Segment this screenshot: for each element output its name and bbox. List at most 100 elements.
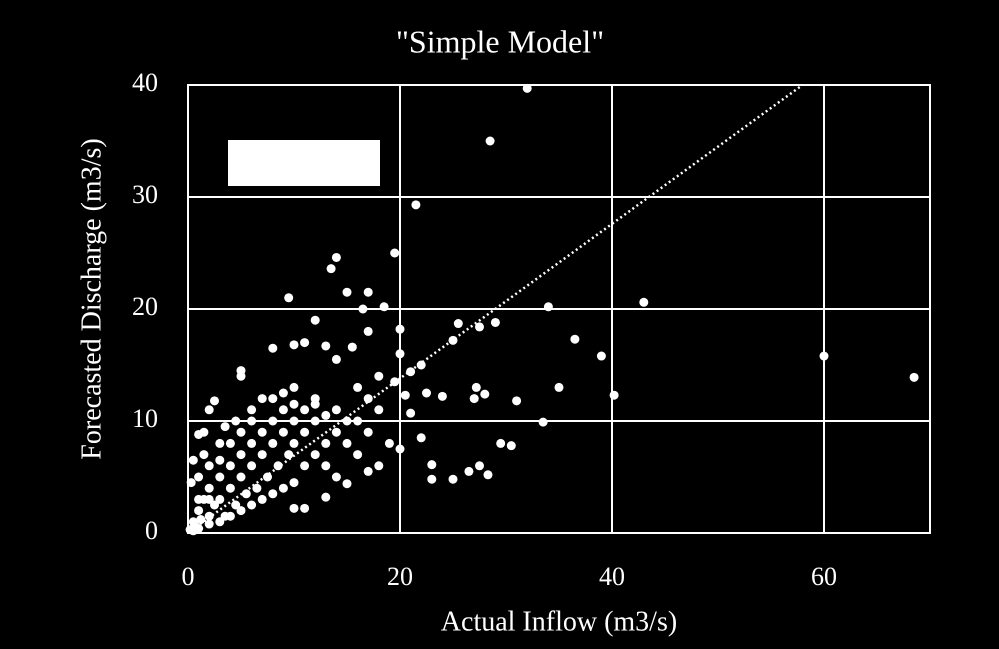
scatter-point (342, 287, 352, 297)
y-axis-label: Forecasted Discharge (m3/s) (76, 138, 107, 459)
scatter-point (475, 322, 484, 332)
scatter-point (353, 382, 363, 392)
scatter-point (289, 416, 299, 426)
scatter-point (321, 341, 331, 351)
scatter-point (300, 405, 310, 415)
scatter-point (342, 479, 352, 489)
scatter-point (289, 399, 299, 409)
x-tick-label: 60 (811, 562, 837, 591)
scatter-point (194, 472, 204, 482)
legend-box (228, 140, 380, 186)
scatter-point (374, 461, 384, 471)
scatter-point (512, 396, 522, 406)
scatter-point (310, 315, 320, 325)
scatter-point (278, 483, 288, 493)
scatter-point (310, 416, 320, 426)
scatter-point (268, 438, 278, 448)
scatter-point (247, 416, 257, 426)
scatter-point (395, 444, 405, 454)
scatter-point (326, 264, 336, 274)
scatter-point (909, 372, 919, 382)
scatter-point (321, 461, 331, 471)
scatter-point (215, 438, 225, 448)
scatter-point (215, 494, 225, 504)
scatter-point (342, 416, 352, 426)
scatter-point (289, 382, 299, 392)
scatter-point (186, 478, 196, 488)
scatter-point (300, 461, 310, 471)
scatter-point (210, 500, 219, 510)
scatter-point (247, 438, 257, 448)
scatter-point (220, 422, 230, 432)
scatter-point (263, 472, 272, 482)
scatter-point (204, 494, 214, 504)
scatter-point (199, 450, 209, 460)
scatter-point (321, 492, 331, 502)
scatter-point (236, 450, 246, 460)
scatter-point (538, 417, 548, 427)
scatter-point (257, 494, 267, 504)
scatter-point (506, 441, 516, 451)
y-tick-label: 10 (132, 404, 158, 433)
scatter-point (257, 427, 267, 437)
scatter-point (300, 503, 310, 513)
scatter-point (363, 466, 373, 476)
scatter-point (278, 388, 288, 398)
y-tick-label: 20 (132, 292, 158, 321)
scatter-point (225, 511, 235, 521)
y-tick-label: 0 (145, 516, 158, 545)
x-tick-label: 20 (387, 562, 413, 591)
scatter-point (278, 427, 288, 437)
scatter-point (204, 519, 214, 529)
y-tick-label: 40 (132, 68, 158, 97)
scatter-point (363, 287, 373, 297)
scatter-point (268, 489, 278, 499)
scatter-point (196, 515, 206, 525)
scatter-point (194, 506, 204, 516)
scatter-point (252, 483, 262, 493)
scatter-point (475, 461, 484, 471)
scatter-point (395, 349, 405, 359)
scatter-point (210, 396, 219, 406)
scatter-point (363, 427, 373, 437)
scatter-point (331, 354, 341, 364)
scatter-point (300, 427, 310, 437)
scatter-point (554, 382, 564, 392)
scatter-point (257, 450, 267, 460)
scatter-point (231, 416, 241, 426)
scatter-point (390, 248, 400, 258)
scatter-point (639, 297, 649, 307)
x-axis-label: Actual Inflow (m3/s) (441, 606, 677, 637)
scatter-point (422, 388, 431, 398)
scatter-point (390, 377, 400, 387)
scatter-point (427, 460, 437, 470)
scatter-point (204, 511, 214, 521)
scatter-point (485, 136, 495, 146)
scatter-point (241, 489, 251, 499)
scatter-point (289, 340, 299, 350)
y-tick-label: 30 (132, 180, 158, 209)
scatter-point (278, 405, 288, 415)
scatter-point (331, 472, 341, 482)
scatter-point (331, 427, 341, 437)
scatter-point (268, 343, 278, 353)
scatter-point (400, 390, 410, 400)
scatter-point (236, 506, 246, 516)
scatter-point (469, 394, 479, 404)
scatter-point (464, 466, 474, 476)
scatter-point (609, 390, 619, 400)
scatter-point (331, 252, 341, 262)
scatter-point (374, 371, 384, 381)
scatter-point (236, 427, 246, 437)
scatter-point (289, 438, 299, 448)
scatter-point (289, 478, 299, 488)
scatter-point (416, 433, 426, 443)
scatter-point (194, 524, 204, 534)
scatter-point (225, 438, 235, 448)
scatter-point (257, 394, 267, 404)
scatter-point (353, 416, 363, 426)
scatter-point (215, 517, 225, 527)
scatter-point (543, 302, 553, 312)
scatter-point (347, 342, 357, 352)
